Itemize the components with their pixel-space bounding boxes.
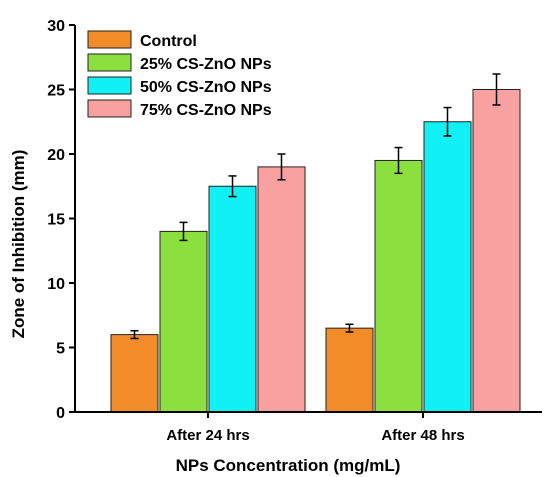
legend: Control 25% CS-ZnO NPs 50% CS-ZnO NPs 75% C… [87,30,272,119]
bar-1-2 [325,327,374,413]
legend-label: Control [140,33,197,50]
legend-label: 75% CS-ZnO NPs [140,102,272,119]
bar-2-2 [374,159,423,413]
bar-4-1 [257,166,306,413]
legend-label: 50% CS-ZnO NPs [140,79,272,96]
y-axis-label: Zone of Inhibition (mm) [9,150,28,339]
y-tick-label: 25 [47,83,65,100]
y-tick-label: 0 [56,405,65,422]
bar-3-2 [423,121,472,413]
legend-swatch [87,53,132,72]
error-bars [130,73,501,340]
x-tick-label: After 48 hrs [381,427,464,444]
x-axis-label: NPs Concentration (mg/mL) [176,456,401,475]
bar-1-1 [110,334,159,413]
bar-3-1 [208,185,257,413]
legend-swatch [87,99,132,118]
y-axis-ticks: 0 5 10 15 20 25 30 [47,18,75,422]
y-tick-label: 30 [47,18,65,35]
x-axis-ticks: After 24 hrs After 48 hrs [166,412,465,444]
y-tick-label: 20 [47,147,65,164]
y-tick-label: 10 [47,276,65,293]
legend-label: 25% CS-ZnO NPs [140,56,272,73]
x-tick-label: After 24 hrs [166,427,249,444]
legend-swatch [87,76,132,95]
bar-2-1 [159,230,208,413]
bar-4-2 [472,89,521,413]
legend-swatch [87,30,132,49]
y-tick-label: 15 [47,212,65,229]
y-tick-label: 5 [56,341,65,358]
bars [110,89,521,413]
